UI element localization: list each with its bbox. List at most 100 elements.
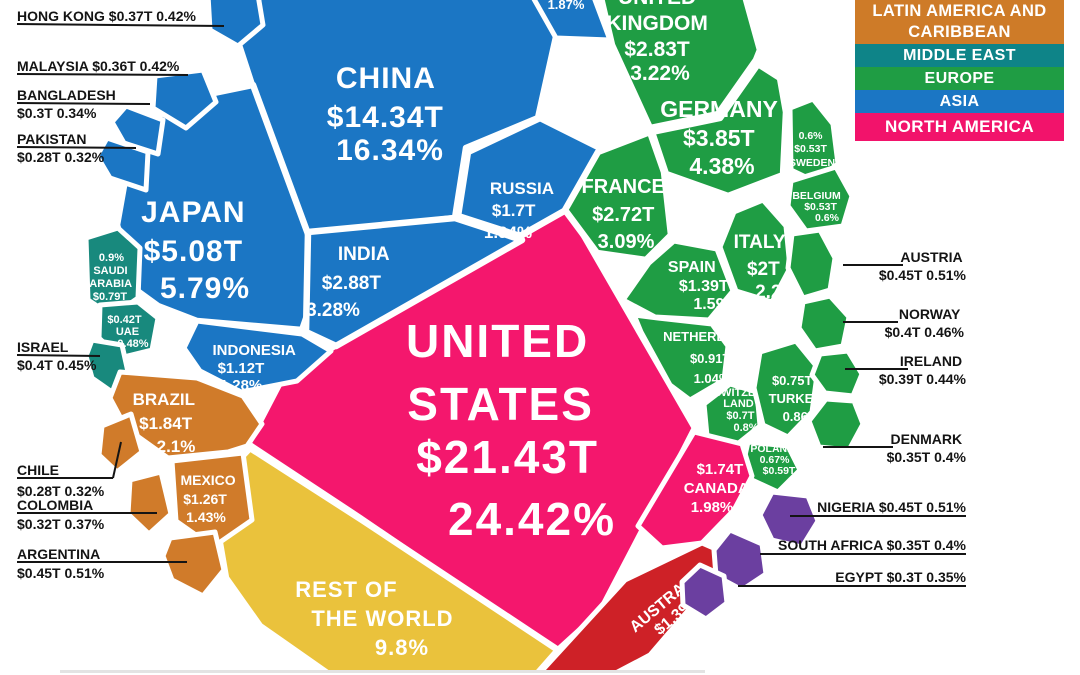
cell-south-africa-shape <box>711 527 769 593</box>
cell-saudi-arabia-label: 0.9% SAUDI ARABIA $0.79T <box>89 252 134 303</box>
callout-nigeria: NIGERIA $0.45T 0.51% <box>790 499 967 517</box>
malaysia-leader-line <box>16 73 189 76</box>
austria-callout-label: AUSTRIA $0.45T 0.51% <box>879 249 967 283</box>
callout-south-africa: SOUTH AFRICA $0.35T 0.4% <box>760 537 967 555</box>
cell-united-states-labels: UNITED STATES $21.43T 24.42% REST OF THE… <box>295 315 616 660</box>
cell-austria <box>785 227 838 301</box>
cell-norway <box>796 293 852 354</box>
cell-sweden-shape <box>787 96 841 184</box>
callout-israel: ISRAEL $0.4T 0.45% <box>16 339 101 373</box>
cell-ireland <box>809 348 865 399</box>
cropped-footer-edge <box>60 670 705 673</box>
cell-mexico: MEXICO $1.26T 1.43% <box>169 450 255 550</box>
cell-indonesia-shape <box>181 318 334 395</box>
denmark-callout-label: DENMARK $0.35T 0.4% <box>887 431 967 465</box>
hong-kong-leader-line <box>16 23 225 27</box>
legend-item-middle-east: MIDDLE EAST <box>855 44 1064 67</box>
callout-pakistan: PAKISTAN $0.28T 0.32% <box>16 131 137 165</box>
cell-poland: POLAND 0.67% $0.59T <box>741 439 803 495</box>
legend-item-middle-east-label: MIDDLE EAST <box>903 46 1016 64</box>
callout-denmark: DENMARK $0.35T 0.4% <box>823 431 967 465</box>
cell-russia-label: RUSSIA $1.7T 1.94% <box>484 179 558 242</box>
pakistan-callout-label: PAKISTAN $0.28T 0.32% <box>17 131 105 165</box>
cell-colombia-shape <box>125 469 174 537</box>
legend-item-asia-label: ASIA <box>939 92 980 110</box>
cell-france-shape <box>561 128 675 264</box>
callout-hong-kong: HONG KONG $0.37T 0.42% <box>16 8 225 27</box>
cell-denmark-shape <box>806 396 866 453</box>
cell-india: INDIA $2.88T 3.28% <box>302 214 526 350</box>
chile-callout-label: CHILE $0.28T 0.32% <box>17 462 105 499</box>
cell-poland-label: POLAND 0.67% $0.59T <box>750 443 797 477</box>
callout-egypt: EGYPT $0.3T 0.35% <box>738 569 967 587</box>
cell-uae-label: $0.42T UAE 0.48% <box>107 314 148 350</box>
cell-egypt <box>679 562 730 622</box>
cell-turkey-shape <box>751 338 821 440</box>
cell-germany-shape <box>648 60 790 200</box>
legend-item-north-america-label: NORTH AMERICA <box>884 117 1035 136</box>
cell-turkey: $0.75T TURKEY 0.86% <box>751 338 826 440</box>
cell-belgium-shape <box>785 164 855 234</box>
legend-item-europe: EUROPE <box>855 67 1064 90</box>
chile-leader-line <box>112 441 122 479</box>
egypt-callout-label: EGYPT $0.3T 0.35% <box>835 569 966 585</box>
cell-nigeria-shape <box>757 489 821 550</box>
pakistan-leader-line <box>16 146 137 149</box>
cell-hong-kong <box>205 0 266 49</box>
legend-item-north-america: NORTH AMERICA <box>855 113 1064 141</box>
cell-spain-label: SPAIN $1.39T 1.59% <box>668 259 739 313</box>
cell-netherlands: NETHERLANDS $0.91T 1.04% <box>631 312 765 403</box>
callout-chile: CHILE $0.28T 0.32% <box>17 441 122 499</box>
bangladesh-leader-line <box>16 102 151 105</box>
cell-malaysia <box>150 67 219 131</box>
cell-india-label: INDIA $2.88T 3.28% <box>306 244 394 321</box>
legend: LATIN AMERICA AND CARIBBEAN MIDDLE EAST … <box>855 0 1064 141</box>
cell-china-label: CHINA $14.34T 16.34% <box>327 62 453 167</box>
cell-brazil-label: BRAZIL $1.84T 2.1% <box>133 390 200 456</box>
legend-item-latin-america: LATIN AMERICA AND CARIBBEAN <box>855 0 1064 44</box>
south-africa-callout-label: SOUTH AFRICA $0.35T 0.4% <box>778 537 967 553</box>
ireland-callout-label: IRELAND $0.39T 0.44% <box>879 353 967 387</box>
legend-item-asia: ASIA <box>855 90 1064 113</box>
israel-callout-label: ISRAEL $0.4T 0.45% <box>17 339 97 373</box>
cell-turkey-label: $0.75T TURKEY 0.86% <box>769 373 826 424</box>
cell-sweden-label: 0.6% $0.53T SWEDEN <box>789 130 835 169</box>
cell-argentina <box>160 529 227 599</box>
cell-switzerland-label: SWITZER LAND $0.7T 0.8% <box>714 387 767 434</box>
cell-ireland-shape <box>809 348 865 399</box>
callout-colombia: COLOMBIA $0.32T 0.37% <box>17 497 157 532</box>
cell-saudi-arabia: 0.9% SAUDI ARABIA $0.79T <box>83 225 143 319</box>
cell-netherlands-label: NETHERLANDS $0.91T 1.04% <box>663 329 765 386</box>
cell-united-states-label: UNITED STATES $21.43T 24.42% <box>406 315 616 545</box>
norway-callout-label: NORWAY $0.4T 0.46% <box>885 306 965 340</box>
cell-norway-shape <box>796 293 852 354</box>
callout-norway: NORWAY $0.4T 0.46% <box>843 306 965 340</box>
cell-japan-label: JAPAN $5.08T 5.79% <box>141 196 255 305</box>
cell-nigeria <box>757 489 821 550</box>
cell-rest-of-world-label: REST OF THE WORLD 9.8% <box>295 577 460 660</box>
cell-indonesia: INDONESIA $1.12T 1.28% <box>181 318 334 395</box>
cell-spain: SPAIN $1.39T 1.59% <box>620 238 739 323</box>
cell-mexico-shape <box>169 450 255 550</box>
cell-belgium-label: BELGIUM $0.53T 0.6% <box>792 190 843 224</box>
cell-belgium: BELGIUM $0.53T 0.6% <box>785 164 855 234</box>
cell-italy-label: ITALY $2T 2.28% <box>734 232 809 303</box>
cell-spain-shape <box>620 238 736 323</box>
cell-united-kingdom: UNITED KINGDOM $2.83T 3.22% <box>598 0 764 132</box>
cell-austria-shape <box>785 227 838 301</box>
cell-brazil-shape <box>107 369 265 461</box>
callout-malaysia: MALAYSIA $0.36T 0.42% <box>16 58 189 76</box>
cell-canada: $1.74T CANADA 1.98% <box>635 429 755 551</box>
bangladesh-callout-label: BANGLADESH $0.3T 0.34% <box>17 87 120 121</box>
callout-bangladesh: BANGLADESH $0.3T 0.34% <box>16 87 151 121</box>
legend-item-europe-label: EUROPE <box>924 69 995 87</box>
argentina-callout-label: ARGENTINA $0.45T 0.51% <box>17 546 105 581</box>
cell-mexico-label: MEXICO $1.26T 1.43% <box>180 472 239 525</box>
cell-germany: GERMANY $3.85T 4.38% <box>648 60 790 200</box>
cell-netherlands-shape <box>631 312 731 403</box>
legend-item-latin-america-label: LATIN AMERICA AND CARIBBEAN <box>872 2 1047 41</box>
cell-saudi-arabia-shape <box>83 225 143 319</box>
cell-france: FRANCE $2.72T 3.09% <box>561 128 675 264</box>
callout-austria: AUSTRIA $0.45T 0.51% <box>843 249 967 283</box>
